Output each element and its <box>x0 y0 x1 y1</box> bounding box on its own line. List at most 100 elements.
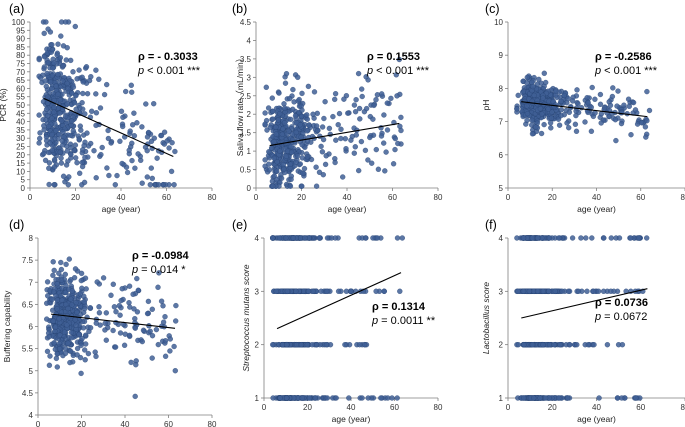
data-point <box>47 140 53 146</box>
x-tick-label: 80 <box>208 193 217 202</box>
data-point <box>54 297 61 303</box>
data-point <box>46 123 52 130</box>
p-value-annotation: p < 0.001 *** <box>137 65 201 77</box>
data-point <box>171 343 177 350</box>
data-point <box>565 96 571 102</box>
scatter-points <box>36 19 178 188</box>
data-point <box>375 166 382 172</box>
data-point <box>609 93 616 100</box>
data-point <box>630 99 637 106</box>
x-tick-label: 40 <box>121 420 130 427</box>
data-point <box>105 135 112 142</box>
trend-line <box>43 97 174 157</box>
data-point <box>394 395 400 401</box>
data-point <box>169 140 175 146</box>
data-point <box>139 338 145 345</box>
data-point <box>126 332 133 339</box>
data-point <box>79 74 85 80</box>
panel-label: (f) <box>485 218 497 232</box>
data-point <box>64 80 70 87</box>
data-point <box>299 107 305 113</box>
data-point <box>537 106 544 112</box>
data-point <box>319 124 326 130</box>
data-point <box>173 302 179 309</box>
data-point <box>305 288 312 294</box>
data-point <box>162 314 168 320</box>
data-point <box>342 342 348 348</box>
data-point <box>49 72 55 79</box>
y-tick-label: 9 <box>499 51 504 60</box>
data-point <box>37 130 43 136</box>
data-point <box>643 134 649 140</box>
data-point <box>51 340 57 346</box>
data-point <box>155 284 161 290</box>
data-point <box>604 342 611 348</box>
data-point <box>57 97 63 103</box>
data-point <box>132 393 138 400</box>
data-point <box>394 93 400 99</box>
data-point <box>55 71 61 78</box>
y-tick-label: 45 <box>16 109 25 118</box>
y-tick-label: 1 <box>247 147 252 156</box>
data-point <box>57 110 63 116</box>
data-point <box>65 305 71 312</box>
data-point <box>524 103 530 109</box>
x-tick-label: 0 <box>262 403 267 412</box>
data-point <box>119 160 125 167</box>
data-point <box>36 56 42 63</box>
data-point <box>369 160 375 166</box>
data-point <box>520 288 527 294</box>
data-point <box>564 120 570 126</box>
data-point <box>68 145 74 151</box>
data-point <box>84 314 90 320</box>
data-point <box>520 235 527 241</box>
data-point <box>304 128 310 134</box>
data-point <box>332 91 339 97</box>
data-point <box>320 172 326 178</box>
data-point <box>65 182 71 188</box>
data-point <box>63 57 69 63</box>
data-point <box>381 288 387 294</box>
y-tick-label: 40 <box>16 118 25 127</box>
y-axis-label: Saliva flow rate（mL/min） <box>235 54 245 157</box>
data-point <box>102 327 108 333</box>
data-point <box>284 342 290 348</box>
data-point <box>296 96 302 103</box>
data-point <box>127 128 133 134</box>
data-point <box>293 159 299 166</box>
data-point <box>160 319 167 325</box>
p-value-annotation: p = 0.0011 ** <box>371 315 436 327</box>
data-point <box>72 142 79 148</box>
data-point <box>62 179 68 185</box>
data-point <box>51 182 57 188</box>
data-point <box>283 235 289 241</box>
scatter-points <box>514 70 653 144</box>
data-point <box>80 90 86 97</box>
data-point <box>277 395 283 401</box>
data-point <box>572 121 579 127</box>
y-tick-label: 2 <box>499 341 504 350</box>
data-point <box>287 161 294 167</box>
data-point <box>524 80 530 86</box>
data-point <box>66 256 72 262</box>
data-point <box>77 291 83 297</box>
x-tick-label: 60 <box>636 193 645 202</box>
data-point <box>547 120 554 126</box>
y-tick-label: 5 <box>21 176 26 185</box>
data-point <box>124 169 131 176</box>
data-point <box>166 145 172 151</box>
data-point <box>537 395 543 401</box>
data-point <box>167 336 173 342</box>
data-point <box>74 309 80 316</box>
x-axis-label: age (year) <box>577 414 616 424</box>
data-point <box>378 395 384 401</box>
data-point <box>118 297 124 304</box>
data-point <box>50 272 56 279</box>
data-point <box>588 104 594 110</box>
x-tick-label: 20 <box>548 403 557 412</box>
data-point <box>266 161 272 167</box>
data-point <box>567 342 573 348</box>
data-point <box>295 74 301 80</box>
data-point <box>80 325 87 331</box>
data-point <box>390 161 397 167</box>
